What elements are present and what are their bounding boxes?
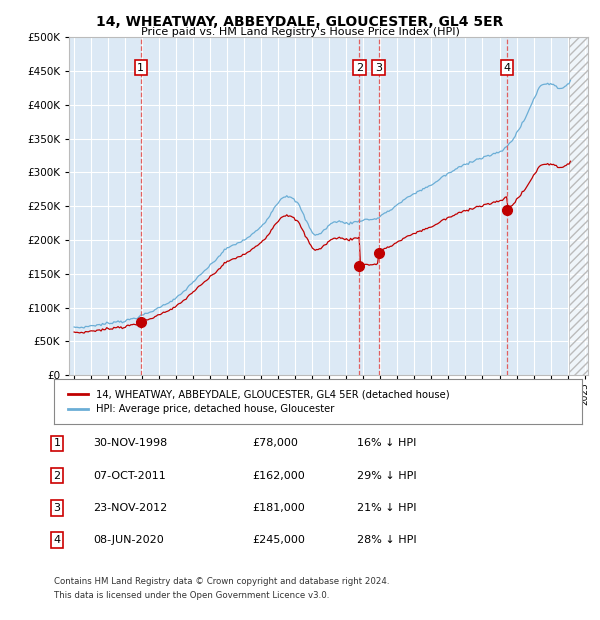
Text: 07-OCT-2011: 07-OCT-2011 [93,471,166,480]
Text: 28% ↓ HPI: 28% ↓ HPI [357,535,416,545]
Bar [569,37,588,375]
Text: Contains HM Land Registry data © Crown copyright and database right 2024.: Contains HM Land Registry data © Crown c… [54,577,389,586]
Text: £78,000: £78,000 [252,438,298,448]
Text: 14, WHEATWAY, ABBEYDALE, GLOUCESTER, GL4 5ER: 14, WHEATWAY, ABBEYDALE, GLOUCESTER, GL4… [97,16,503,30]
Text: Price paid vs. HM Land Registry's House Price Index (HPI): Price paid vs. HM Land Registry's House … [140,27,460,37]
Text: 3: 3 [53,503,61,513]
Text: £162,000: £162,000 [252,471,305,480]
Legend: 14, WHEATWAY, ABBEYDALE, GLOUCESTER, GL4 5ER (detached house), HPI: Average pric: 14, WHEATWAY, ABBEYDALE, GLOUCESTER, GL4… [64,385,454,418]
Text: 23-NOV-2012: 23-NOV-2012 [93,503,167,513]
Bar [569,37,588,375]
Text: 1: 1 [53,438,61,448]
Text: 21% ↓ HPI: 21% ↓ HPI [357,503,416,513]
Text: 3: 3 [375,63,382,73]
Text: 30-NOV-1998: 30-NOV-1998 [93,438,167,448]
Text: 16% ↓ HPI: 16% ↓ HPI [357,438,416,448]
Text: 1: 1 [137,63,145,73]
Text: £181,000: £181,000 [252,503,305,513]
Text: 08-JUN-2020: 08-JUN-2020 [93,535,164,545]
Text: 2: 2 [53,471,61,480]
Text: 4: 4 [503,63,511,73]
Text: £245,000: £245,000 [252,535,305,545]
Text: 2: 2 [356,63,363,73]
Text: 29% ↓ HPI: 29% ↓ HPI [357,471,416,480]
Text: This data is licensed under the Open Government Licence v3.0.: This data is licensed under the Open Gov… [54,591,329,600]
Text: 4: 4 [53,535,61,545]
